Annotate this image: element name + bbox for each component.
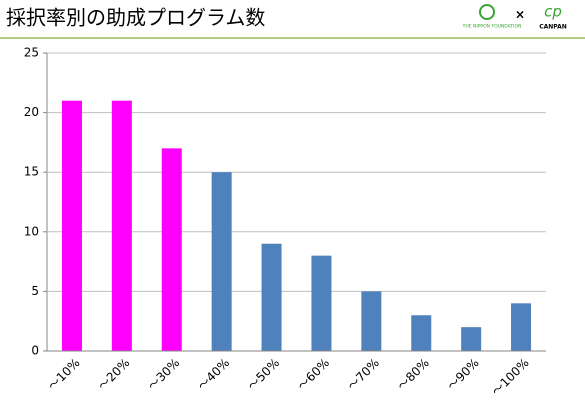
bar: [261, 243, 282, 351]
bar: [211, 172, 232, 351]
slide-title: 採択率別の助成プログラム数: [6, 6, 265, 30]
y-tick-label: 5: [31, 284, 39, 298]
x-tick-label: ～70%: [345, 356, 382, 393]
x-tick-label: ～10%: [45, 356, 82, 393]
x-tick-label: ～50%: [245, 356, 282, 393]
y-tick-label: 10: [24, 224, 39, 238]
y-tick-label: 0: [31, 344, 39, 358]
x-tick-label: ～60%: [295, 356, 332, 393]
foundation-logo: [479, 4, 495, 20]
canpan-mark: cp: [544, 3, 562, 21]
bar: [111, 100, 132, 352]
y-tick-label: 25: [24, 46, 39, 60]
x-tick-label: ～20%: [95, 356, 132, 393]
bar: [61, 100, 82, 352]
y-tick-label: 15: [24, 165, 39, 179]
x-tick-label: ～80%: [395, 356, 432, 393]
bar: [311, 255, 332, 351]
x-tick-label: ～90%: [444, 356, 481, 393]
y-tick-label: 20: [24, 105, 39, 119]
logo-separator: ×: [515, 8, 525, 22]
foundation-logo-text: THE NIPPON FOUNDATION: [462, 24, 522, 30]
canpan-logo-text: CANPAN: [539, 24, 567, 31]
bar: [461, 327, 482, 351]
bar: [161, 148, 182, 351]
x-tick-label: ～30%: [145, 356, 182, 393]
x-tick-label: ～40%: [195, 356, 232, 393]
x-tick-label: ～100%: [489, 356, 532, 399]
bar: [411, 315, 432, 351]
bar: [361, 291, 382, 351]
bar: [511, 303, 532, 351]
